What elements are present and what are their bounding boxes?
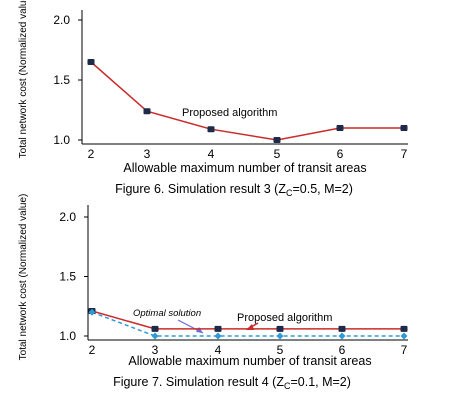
chart-1-y-tick-label: 2.0 <box>53 13 70 27</box>
chart-2-optimal-solution-arrowhead <box>196 327 203 333</box>
chart-2-x-tick-label: 7 <box>401 343 408 357</box>
chart-1-series-proposed-algorithm-point <box>400 125 408 131</box>
chart-2-series-proposed-algorithm-point <box>151 325 159 332</box>
chart-2-annotation-optimal-solution: Optimal solution <box>133 308 201 319</box>
chart-1-annotation-proposed-algorithm: Proposed algorithm <box>182 107 277 119</box>
chart-2-caption: Figure 7. Simulation result 4 (ZC=0.1, M… <box>113 375 351 391</box>
chart-2-series-proposed-algorithm-point <box>214 325 222 332</box>
chart-2-series-proposed-algorithm-point <box>400 325 408 332</box>
chart-2: Total network cost (Normalized value) Al… <box>18 194 408 391</box>
chart-2-series-proposed-algorithm-line <box>91 310 404 330</box>
chart-2-series-optimal-solution-point <box>276 332 284 340</box>
chart-2-y-tick-label: 2.0 <box>59 210 76 224</box>
chart-2-x-tick-label: 3 <box>152 343 159 357</box>
chart-2-series-optimal-solution-point <box>88 308 96 316</box>
chart-2-y-tick-label: 1.0 <box>59 329 76 343</box>
chart-2-series-optimal-solution-point <box>400 332 408 340</box>
chart-1-series-proposed-algorithm-point <box>207 126 215 133</box>
chart-2-series-optimal-solution-line <box>91 311 404 337</box>
chart-2-series-proposed-algorithm-point <box>338 325 346 332</box>
chart-1-x-tick-label: 6 <box>337 147 344 161</box>
chart-2-series-optimal-solution-point <box>338 332 346 340</box>
chart-1-x-tick-label: 2 <box>88 147 95 161</box>
chart-1-y-tick-label: 1.0 <box>53 133 70 147</box>
chart-2-y-axis-label: Total network cost (Normalized value) <box>18 194 29 361</box>
chart-1-series-proposed-algorithm-point <box>336 125 344 131</box>
chart-2-x-tick-label: 6 <box>339 343 346 357</box>
chart-2-x-tick-label: 5 <box>277 343 284 357</box>
chart-1-x-tick-label: 4 <box>208 147 215 161</box>
chart-2-x-axis-label: Allowable maximum number of transit area… <box>128 354 371 368</box>
chart-1: Total network cost (Normalized value) Al… <box>18 0 408 198</box>
chart-2-x-tick-label: 4 <box>215 343 222 357</box>
chart-1-series-proposed-algorithm-line <box>90 61 404 141</box>
chart-1-series-proposed-algorithm-point <box>143 108 151 115</box>
chart-1-series-proposed-algorithm-point <box>87 59 95 65</box>
chart-2-series-proposed-algorithm-point <box>276 325 284 332</box>
chart-1-y-axis-label: Total network cost (Normalized value) <box>18 0 29 158</box>
chart-1-x-tick-label: 3 <box>144 147 151 161</box>
chart-1-series-proposed-algorithm-point <box>273 137 281 143</box>
chart-1-x-tick-label: 7 <box>401 147 408 161</box>
chart-1-y-tick-label: 1.5 <box>53 73 70 87</box>
chart-1-x-tick-label: 5 <box>274 147 281 161</box>
chart-1-x-axis-label: Allowable maximum number of transit area… <box>123 161 366 175</box>
chart-2-x-tick-label: 2 <box>89 343 96 357</box>
chart-2-series-optimal-solution-point <box>151 332 159 340</box>
chart-2-annotation-proposed-algorithm: Proposed algorithm <box>237 312 332 324</box>
chart-1-caption: Figure 6. Simulation result 3 (ZC=0.5, M… <box>115 182 353 198</box>
chart-2-y-tick-label: 1.5 <box>59 270 76 284</box>
chart-2-series-optimal-solution-point <box>214 332 222 340</box>
